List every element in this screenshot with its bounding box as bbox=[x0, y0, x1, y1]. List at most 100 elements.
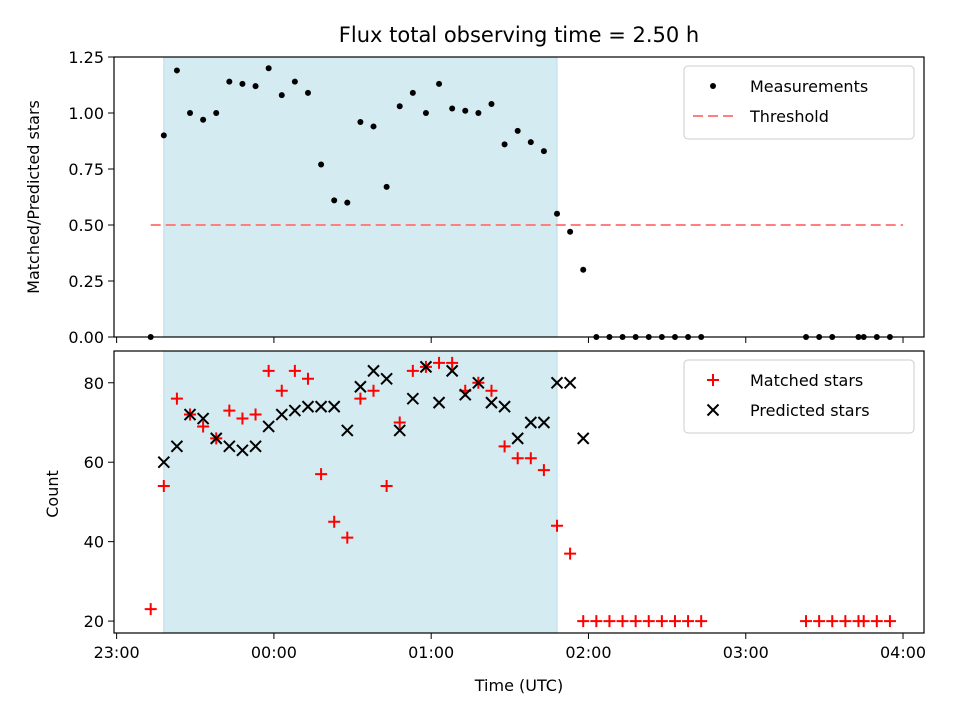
top-legend: Measurements Threshold bbox=[683, 65, 915, 140]
bottom-y-tick-label: 20 bbox=[84, 612, 104, 631]
predicted-star-point bbox=[301, 400, 315, 413]
predicted-star-point bbox=[170, 440, 184, 453]
measurement-point bbox=[291, 78, 298, 85]
matched-star-point bbox=[223, 404, 236, 417]
top-y-tick-label: 1.25 bbox=[68, 48, 104, 67]
matched-star-point bbox=[668, 615, 681, 628]
predicted-star-point bbox=[236, 444, 249, 457]
measurement-point bbox=[436, 80, 443, 87]
measurement-point bbox=[173, 67, 180, 74]
matched-star-point bbox=[682, 615, 695, 628]
measurement-point bbox=[540, 148, 547, 155]
measurement-point bbox=[383, 183, 390, 190]
legend-label: Threshold bbox=[749, 107, 829, 126]
matched-star-point bbox=[367, 384, 380, 397]
measurement-point bbox=[409, 89, 416, 96]
matched-star-point bbox=[315, 468, 328, 481]
measurement-point bbox=[200, 116, 207, 123]
measurement-point bbox=[187, 110, 194, 116]
measurement-point bbox=[252, 83, 259, 90]
top-y-tick-label: 1.00 bbox=[68, 104, 104, 123]
predicted-star-point bbox=[275, 408, 288, 421]
top-legend-box bbox=[683, 65, 915, 140]
matched-star-point bbox=[157, 480, 170, 493]
matched-star-point bbox=[883, 615, 896, 628]
x-tick-label: 00:00 bbox=[251, 643, 297, 662]
matched-star-point bbox=[524, 452, 537, 465]
matched-star-point bbox=[813, 615, 826, 628]
predicted-star-point bbox=[327, 400, 341, 413]
x-tick-label: 01:00 bbox=[408, 643, 454, 662]
matched-star-point bbox=[564, 547, 577, 560]
predicted-star-point bbox=[445, 364, 459, 378]
measurement-point bbox=[580, 266, 587, 273]
predicted-star-point bbox=[432, 396, 446, 409]
bottom-series-2 bbox=[157, 360, 590, 469]
legend-label: Matched stars bbox=[750, 371, 863, 390]
matched-star-point bbox=[144, 603, 157, 616]
bottom-legend-box bbox=[683, 359, 915, 434]
measurement-point bbox=[514, 127, 521, 134]
measurement-point bbox=[567, 228, 574, 235]
predicted-star-point bbox=[183, 408, 197, 421]
bottom-y-tick-label: 40 bbox=[84, 533, 104, 552]
x-tick-label: 23:00 bbox=[94, 643, 140, 662]
matched-star-point bbox=[288, 364, 301, 377]
matched-star-point bbox=[236, 412, 249, 425]
measurement-point bbox=[501, 141, 508, 148]
matched-star-point bbox=[616, 615, 629, 628]
matched-star-point bbox=[341, 531, 354, 544]
matched-star-point bbox=[695, 615, 708, 628]
matched-star-point bbox=[380, 480, 393, 493]
predicted-star-point bbox=[485, 396, 498, 409]
measurement-point bbox=[278, 92, 285, 99]
matched-star-point bbox=[590, 615, 603, 628]
top-y-axis-label: Matched/Predicted stars bbox=[24, 100, 43, 294]
bottom-legend: Matched stars Predicted stars bbox=[683, 359, 915, 434]
legend-matched-swatch bbox=[707, 374, 719, 386]
matched-star-point bbox=[393, 416, 406, 429]
predicted-star-point bbox=[262, 420, 275, 433]
measurement-point bbox=[344, 199, 351, 206]
bottom-y-axis-label: Count bbox=[43, 470, 62, 518]
predicted-star-point bbox=[196, 412, 210, 425]
matched-star-point bbox=[301, 372, 314, 385]
matched-star-point bbox=[603, 615, 616, 628]
matched-star-point bbox=[800, 615, 813, 628]
matched-star-point bbox=[577, 615, 590, 628]
legend-label: Measurements bbox=[750, 77, 868, 96]
predicted-star-point bbox=[288, 404, 302, 417]
predicted-star-point bbox=[314, 400, 328, 413]
predicted-star-point bbox=[210, 432, 223, 445]
predicted-star-point bbox=[341, 424, 354, 437]
matched-star-point bbox=[446, 356, 459, 369]
top-y-tick-label: 0.00 bbox=[68, 328, 104, 347]
top-observing-interval bbox=[163, 56, 558, 338]
x-tick-label: 04:00 bbox=[880, 643, 926, 662]
predicted-star-point bbox=[498, 400, 511, 413]
predicted-star-point bbox=[393, 424, 406, 437]
predicted-star-point bbox=[524, 416, 538, 429]
top-series-1 bbox=[147, 65, 893, 340]
x-tick-label: 03:00 bbox=[723, 643, 769, 662]
matched-star-point bbox=[249, 408, 262, 421]
matched-star-point bbox=[551, 519, 564, 532]
matched-star-point bbox=[655, 615, 668, 628]
predicted-star-point bbox=[354, 380, 367, 393]
top-y-tick-label: 0.50 bbox=[68, 216, 104, 235]
matched-star-point bbox=[354, 392, 367, 405]
matched-star-point bbox=[406, 364, 419, 377]
measurement-point bbox=[318, 161, 325, 168]
matched-star-point bbox=[197, 420, 210, 433]
bottom-y-tick-label: 60 bbox=[84, 453, 104, 472]
matched-star-point bbox=[870, 615, 883, 628]
predicted-star-point bbox=[380, 372, 393, 386]
matched-star-point bbox=[485, 384, 498, 397]
top-y-tick-label: 0.25 bbox=[68, 272, 104, 291]
matched-star-point bbox=[857, 615, 870, 628]
predicted-star-point bbox=[419, 360, 433, 374]
measurement-point bbox=[357, 118, 364, 125]
predicted-star-point bbox=[537, 416, 551, 429]
measurement-point bbox=[239, 80, 246, 87]
